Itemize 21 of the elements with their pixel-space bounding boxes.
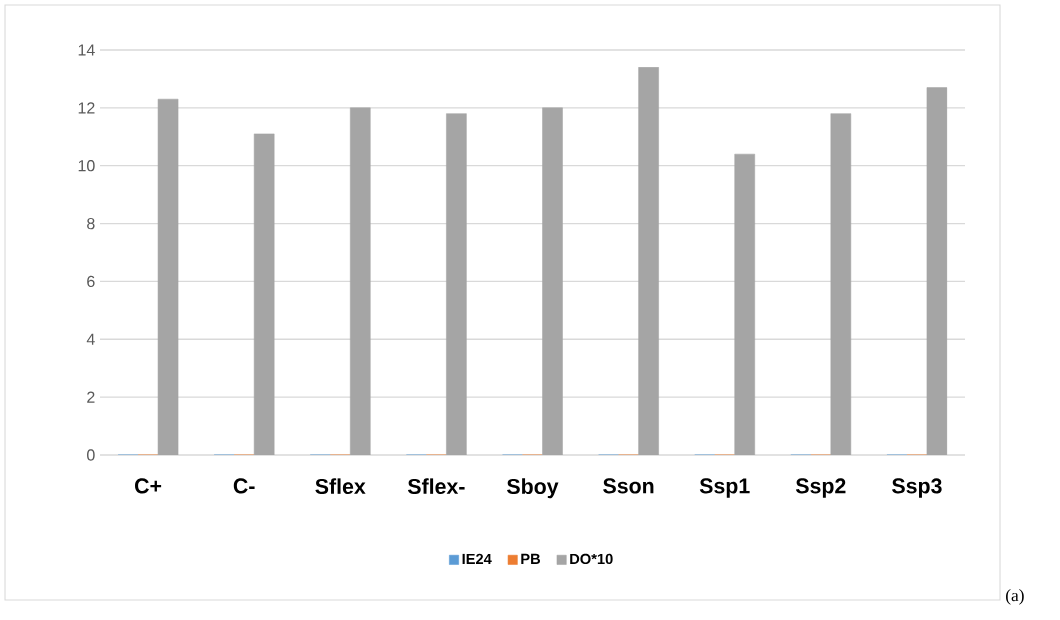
x-tick-label: Ssp1 bbox=[699, 478, 750, 498]
y-tick-label: 4 bbox=[86, 333, 95, 345]
x-tick-label: Ssp3 bbox=[892, 478, 942, 498]
x-tick-label: C+ bbox=[135, 478, 162, 494]
y-tick-label: 10 bbox=[78, 160, 95, 172]
y-tick-label: 2 bbox=[87, 391, 95, 403]
y-tick-label: 14 bbox=[78, 44, 95, 56]
x-tick-label: C- bbox=[233, 478, 255, 494]
y-tick-label: 8 bbox=[87, 217, 95, 230]
x-tick-label: Sboy bbox=[507, 478, 559, 499]
x-tick-label: Sflex- bbox=[407, 478, 465, 495]
x-tick-label: Sflex bbox=[315, 478, 366, 495]
x-tick-label: Sson bbox=[603, 478, 654, 494]
y-tick-label: 12 bbox=[78, 102, 95, 114]
legend-label: DO*10 bbox=[570, 553, 613, 565]
text: (a) bbox=[1006, 589, 1024, 605]
x-tick-label: Ssp2 bbox=[795, 478, 846, 498]
legend-label: PB bbox=[521, 553, 541, 564]
y-tick-label: 6 bbox=[87, 275, 95, 288]
legend-label: IE24 bbox=[462, 553, 492, 564]
y-tick-label: 0 bbox=[87, 449, 95, 461]
